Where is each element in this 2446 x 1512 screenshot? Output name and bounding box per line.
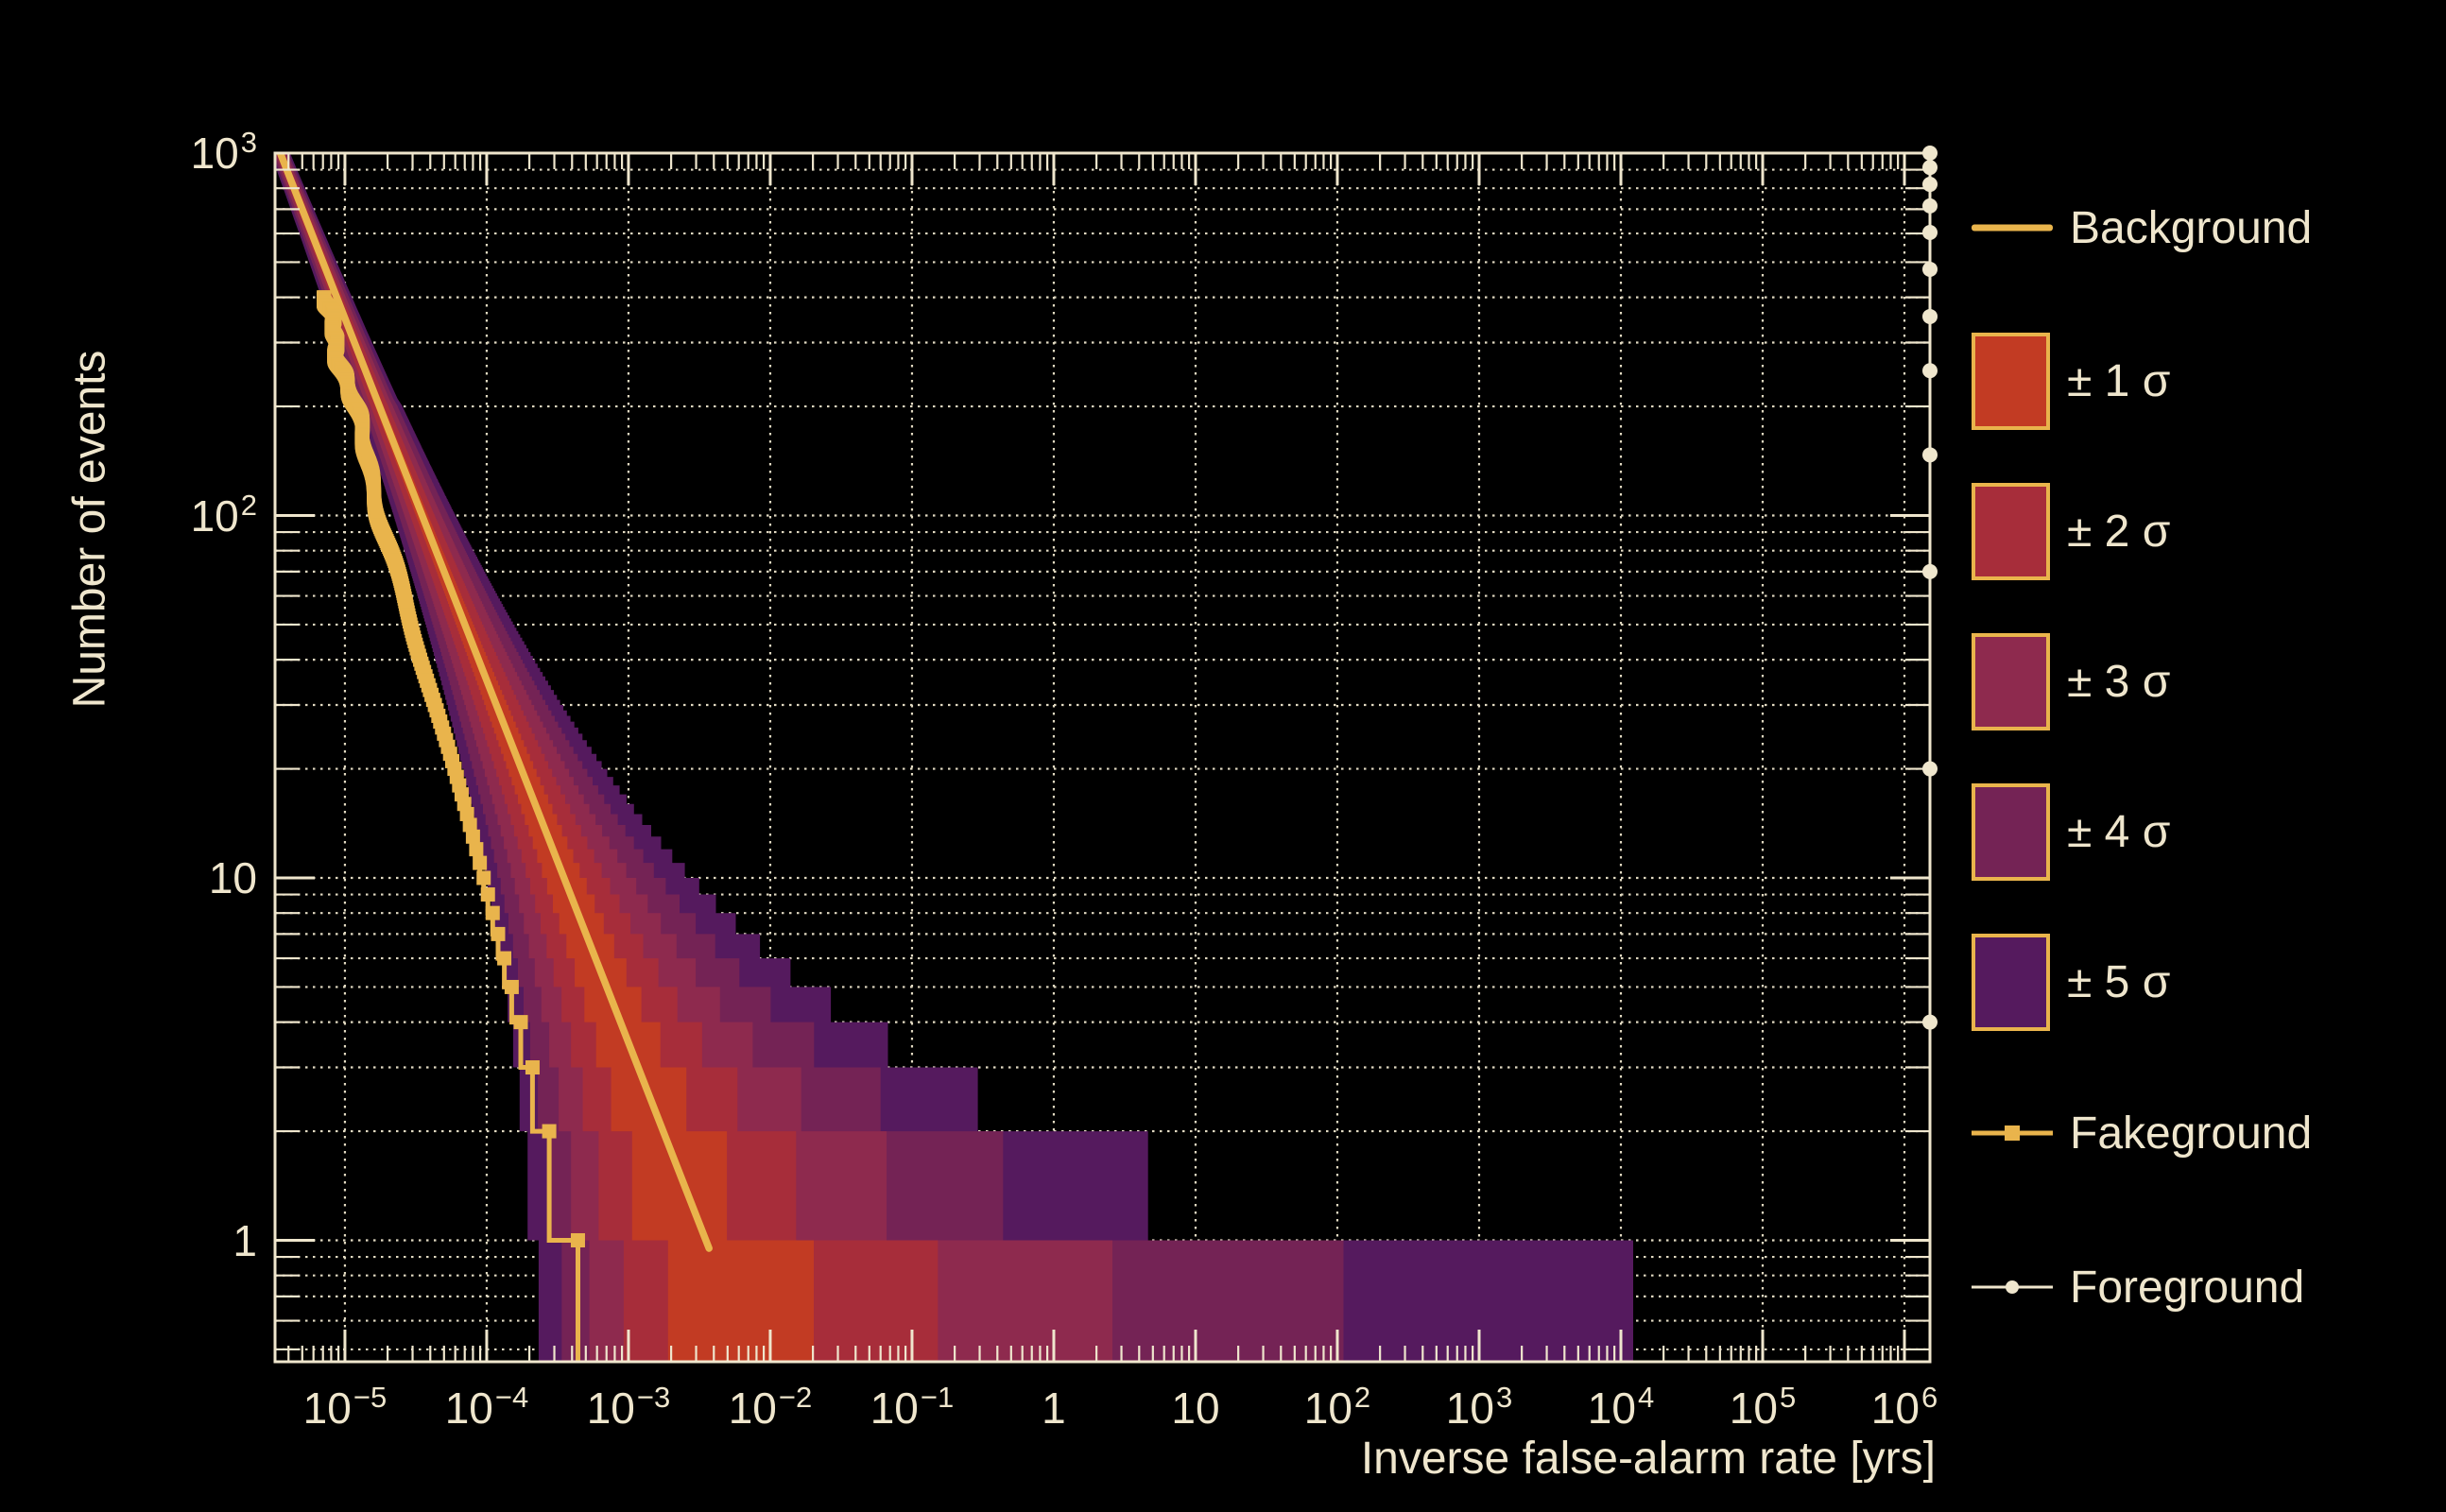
sigma-bands	[275, 153, 1633, 1362]
x-tick-label: 10−5	[302, 1381, 388, 1433]
x-tick-label: 105	[1729, 1381, 1797, 1433]
legend-item-2-sigma: ± 2 σ	[1972, 482, 2170, 580]
foreground-dot	[1922, 177, 1938, 193]
fakeground-marker	[473, 855, 488, 870]
y-tick-label: 10	[208, 853, 257, 902]
foreground-line-sample	[1972, 1259, 2053, 1315]
fakeground-marker	[480, 887, 495, 902]
foreground-dot	[1922, 261, 1938, 277]
foreground-dot	[1922, 363, 1938, 379]
legend-item-fakeground: Fakeground	[1972, 1105, 2312, 1161]
x-tick-label: 10−3	[586, 1381, 671, 1433]
fakeground-marker	[485, 905, 500, 920]
foreground-dot	[1922, 160, 1938, 176]
sigma-5-swatch	[1972, 933, 2050, 1031]
foreground-dot	[1922, 1014, 1938, 1030]
foreground-dot	[1922, 146, 1938, 161]
fakeground-marker	[491, 926, 506, 941]
sigma-4-swatch	[1972, 782, 2050, 881]
foreground-dot	[1922, 761, 1938, 777]
fakeground-marker	[525, 1060, 540, 1075]
sigma-2-swatch	[1972, 482, 2050, 580]
foreground-curve	[1922, 146, 1938, 1362]
fakeground-marker	[459, 806, 474, 821]
legend-label: ± 5 σ	[2067, 956, 2171, 1007]
x-tick-label: 10−4	[444, 1381, 529, 1433]
legend-label: ± 4 σ	[2067, 806, 2171, 857]
x-tick-label: 106	[1870, 1381, 1938, 1433]
band-4-sigma	[275, 153, 1344, 1362]
fakeground-marker	[465, 829, 480, 844]
band-1-sigma	[278, 153, 814, 1362]
fakeground-marker	[497, 951, 512, 966]
legend-label: Background	[2070, 202, 2313, 253]
x-tick-label: 10−2	[728, 1381, 813, 1433]
legend-label: ± 2 σ	[2067, 506, 2171, 557]
fakeground-marker	[462, 817, 477, 833]
fakeground-marker	[469, 842, 484, 857]
fakeground-marker	[513, 1015, 528, 1030]
fakeground-line-sample	[1972, 1105, 2053, 1161]
legend-item-4-sigma: ± 4 σ	[1972, 782, 2170, 881]
legend-item-1-sigma: ± 1 σ	[1972, 332, 2170, 430]
sigma-3-swatch	[1972, 632, 2050, 730]
x-tick-label: 102	[1303, 1381, 1371, 1433]
foreground-dot	[1922, 224, 1938, 240]
foreground-dot	[1922, 447, 1938, 463]
background-line-sample	[1972, 199, 2053, 256]
axis-ticks	[275, 151, 1930, 1362]
x-tick-label: 10	[1171, 1383, 1220, 1433]
background-line	[276, 153, 713, 1252]
foreground-dot	[1922, 308, 1938, 324]
fakeground-marker	[542, 1124, 557, 1139]
x-axis-label: Inverse false-alarm rate [yrs]	[1360, 1434, 1936, 1484]
fakeground-marker	[504, 979, 519, 994]
dot-marker-icon	[2006, 1280, 2019, 1294]
x-tick-label: 104	[1587, 1381, 1655, 1433]
legend-item-background: Background	[1972, 199, 2312, 256]
square-marker-icon	[2005, 1125, 2020, 1141]
legend-item-3-sigma: ± 3 σ	[1972, 632, 2170, 730]
fakeground-marker	[570, 1233, 585, 1247]
legend-label: Foreground	[2070, 1262, 2305, 1313]
x-tick-label: 103	[1445, 1381, 1513, 1433]
fakeground-marker	[476, 870, 491, 885]
foreground-dot	[1922, 198, 1938, 214]
fakeground-curve	[317, 290, 585, 1362]
sigma-1-swatch	[1972, 332, 2050, 430]
legend-label: ± 3 σ	[2067, 656, 2171, 707]
y-tick-label: 102	[190, 488, 257, 541]
legend-item-foreground: Foreground	[1972, 1259, 2304, 1315]
x-tick-label: 10−1	[870, 1381, 955, 1433]
legend-label: ± 1 σ	[2067, 355, 2171, 406]
band-2-sigma	[276, 153, 939, 1362]
legend-item-5-sigma: ± 5 σ	[1972, 933, 2170, 1031]
foreground-dot	[1922, 563, 1938, 579]
y-tick-label: 103	[190, 126, 257, 178]
y-tick-label: 1	[233, 1215, 257, 1265]
x-tick-label: 1	[1042, 1383, 1066, 1433]
legend-label: Fakeground	[2070, 1108, 2313, 1159]
